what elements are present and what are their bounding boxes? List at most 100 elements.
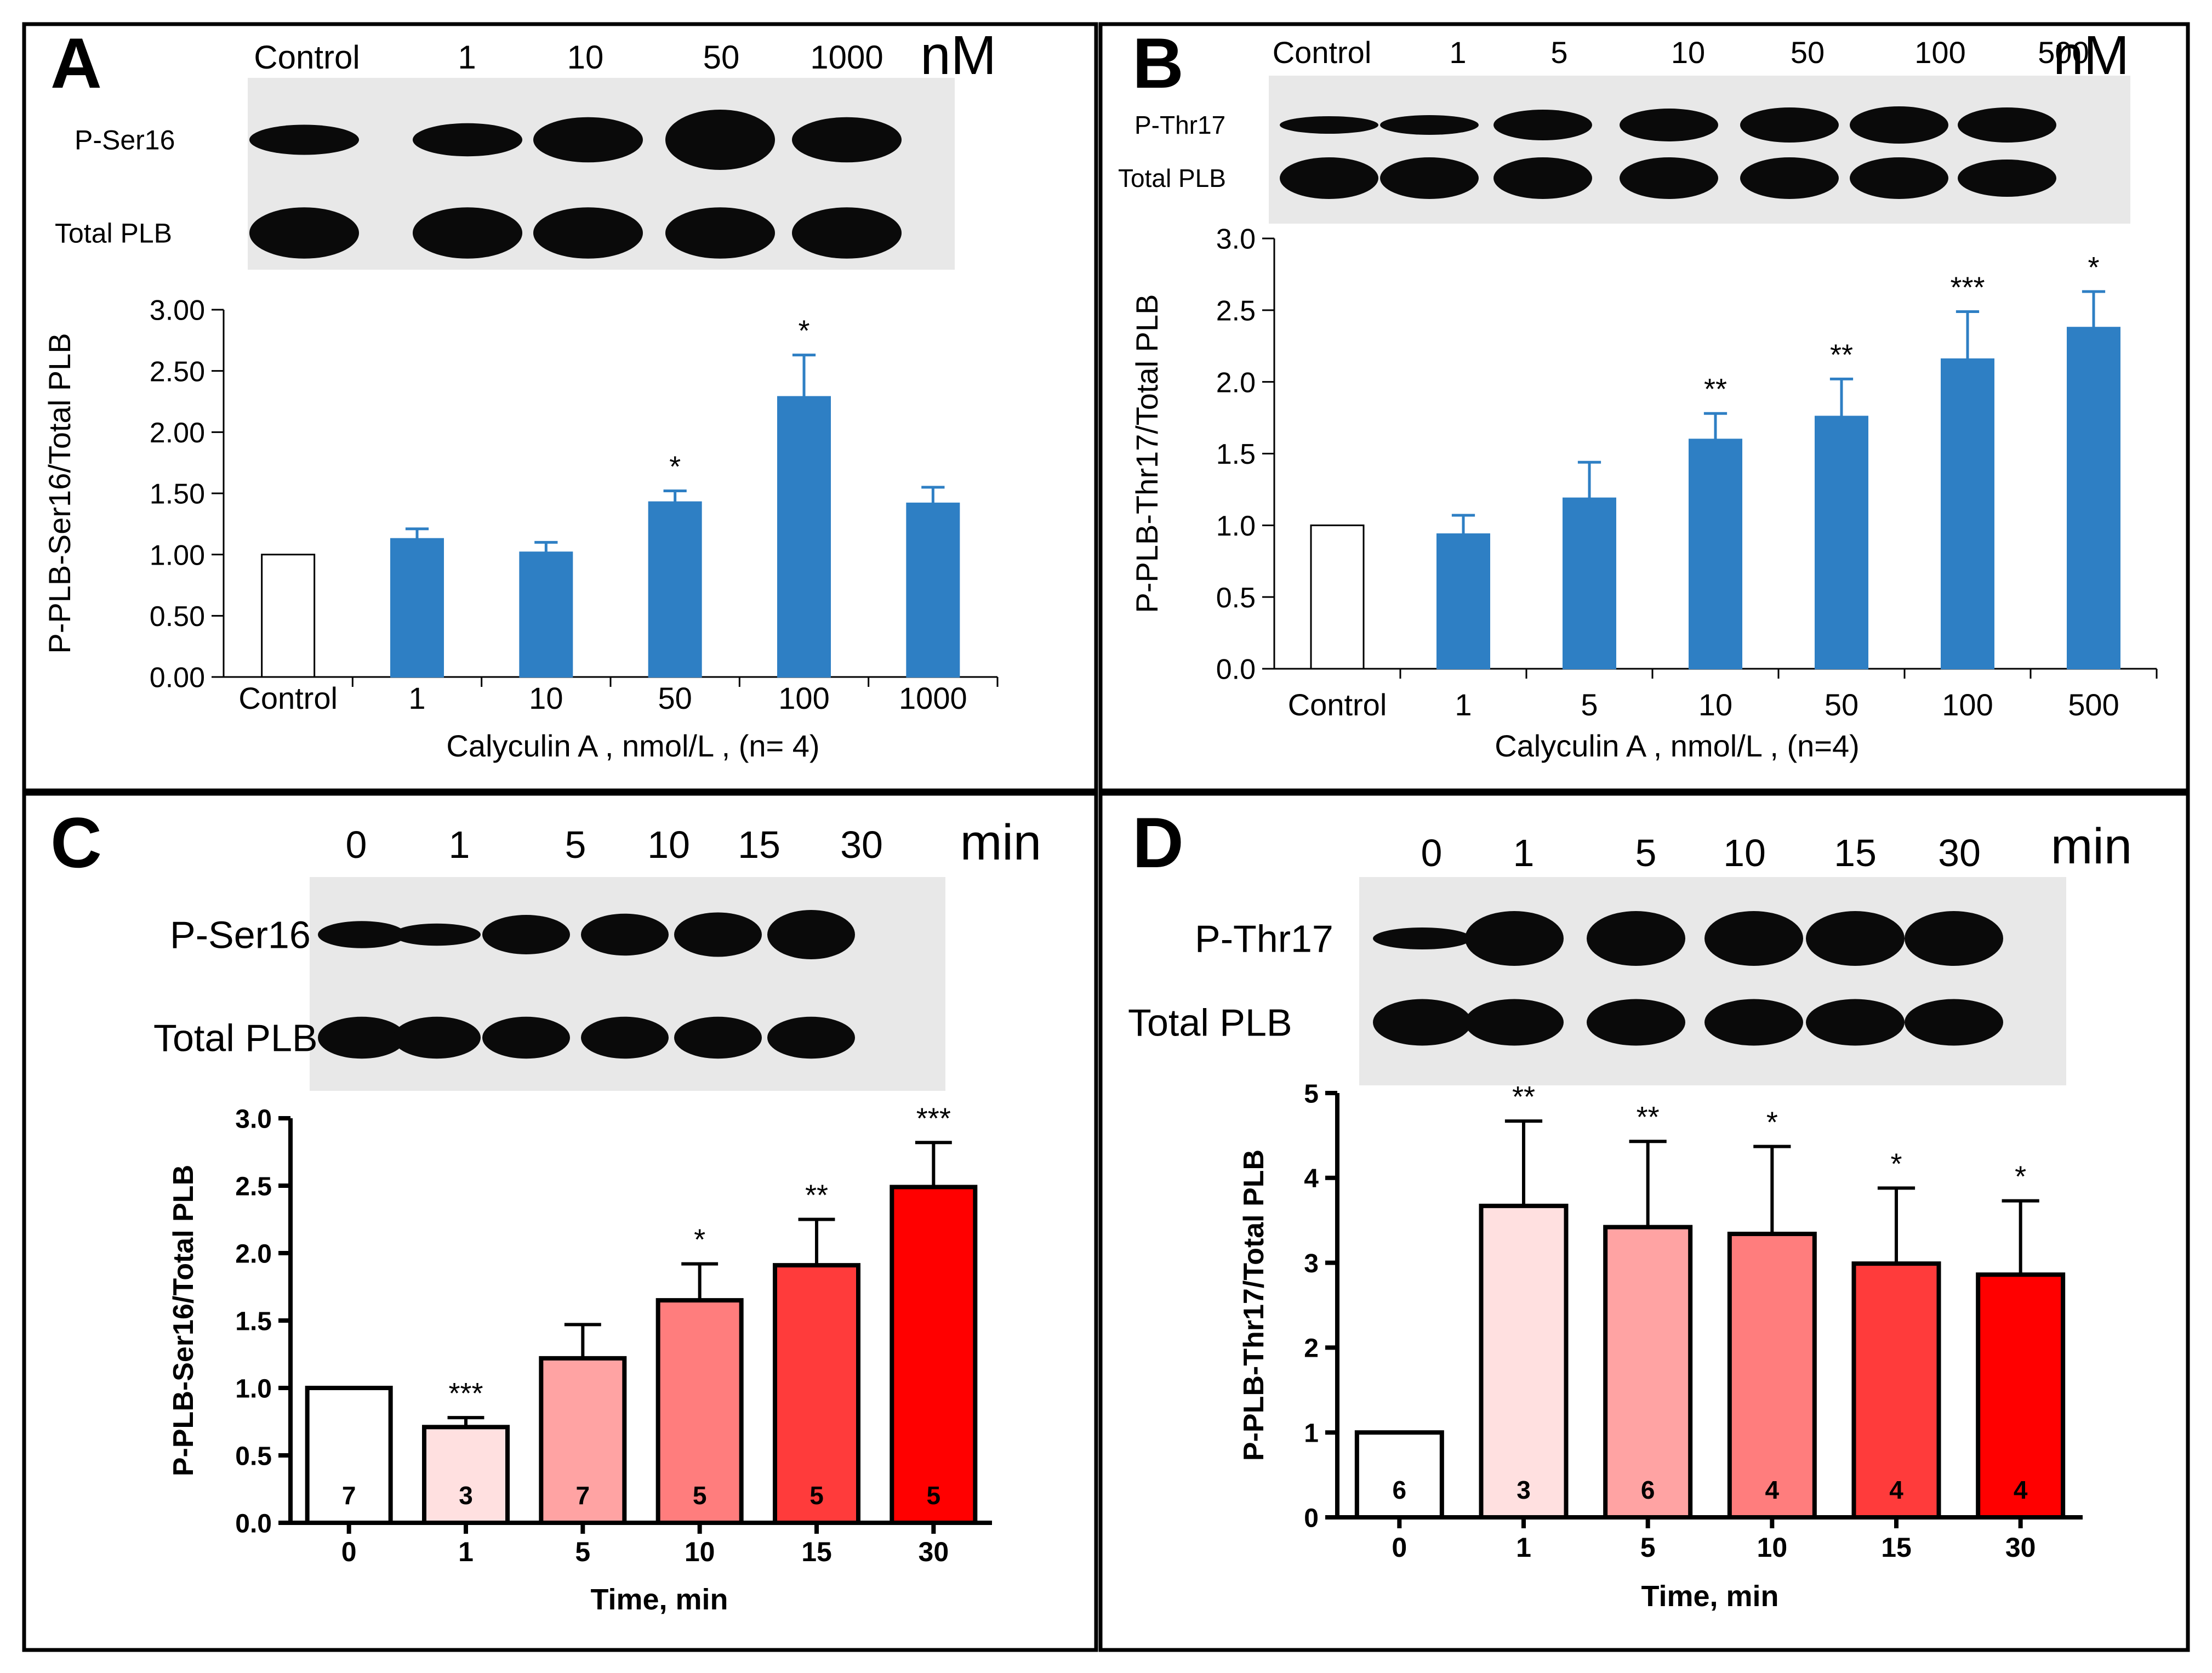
- blot-band-phospho: [581, 913, 669, 956]
- y-tick-label: 3.00: [150, 295, 205, 327]
- blot-band-total: [665, 207, 775, 259]
- bar: [1310, 524, 1365, 670]
- blot-band-phospho: [1380, 115, 1479, 135]
- blot-band-phospho: [1620, 109, 1718, 141]
- blot-band-total: [1493, 157, 1592, 199]
- y-tick-label: 5: [1304, 1079, 1319, 1108]
- blot-lane-label: 0: [346, 823, 367, 866]
- blot-band-total: [792, 207, 902, 259]
- y-tick-label: 1.50: [150, 479, 205, 510]
- significance-marker: ***: [1950, 271, 1985, 304]
- bar: [1479, 1203, 1569, 1520]
- blot-lane-label: 10: [567, 39, 604, 76]
- significance-marker: *: [669, 451, 681, 483]
- blot-background: [310, 877, 945, 1091]
- blot-unit-label: nM: [920, 25, 996, 86]
- category-label: 5: [1640, 1532, 1656, 1563]
- blot-background: [1359, 877, 2066, 1085]
- blot-band-phospho: [674, 912, 762, 957]
- blot-band-total: [767, 1016, 855, 1059]
- blot-lane-label: 500: [2038, 35, 2089, 70]
- blot-lane-label: 1: [1513, 832, 1535, 874]
- blot-lane-label: 1: [449, 823, 470, 866]
- blot-lane-label: 10: [1671, 35, 1705, 70]
- bar: [390, 538, 444, 678]
- blot-band-phospho: [665, 110, 775, 170]
- sample-size-label: 4: [1889, 1476, 1903, 1504]
- bar: [261, 554, 316, 678]
- significance-marker: *: [1890, 1147, 1902, 1180]
- blot-band-phospho: [767, 910, 855, 959]
- sample-size-label: 4: [1765, 1476, 1780, 1504]
- category-label: 1: [1455, 687, 1472, 722]
- blot-band-phospho: [1280, 116, 1378, 134]
- category-label: 10: [529, 681, 563, 715]
- x-axis-title: Calyculin A , nmol/L , (n= 4): [446, 729, 819, 763]
- bar: [1436, 533, 1490, 669]
- blot-band-total: [1806, 999, 1905, 1046]
- blot-band-phospho: [393, 923, 481, 946]
- blot-row-label-total: Total PLB: [153, 1017, 318, 1060]
- y-tick-label: 0: [1304, 1504, 1319, 1533]
- blot-lane-label: Control: [254, 39, 360, 76]
- category-label: 1: [1516, 1532, 1531, 1563]
- y-tick-label: 2.5: [1216, 295, 1256, 327]
- blot-band-total: [1958, 160, 2056, 197]
- bar: [906, 502, 960, 678]
- category-label: 0: [341, 1537, 357, 1567]
- y-axis-title: P-PLB-Thr17/Total PLB: [1238, 1150, 1270, 1461]
- sample-size-label: 6: [1641, 1476, 1655, 1504]
- bar: [655, 1298, 744, 1526]
- panel-letter-d: D: [1132, 803, 1184, 883]
- blot-band-phospho: [533, 117, 643, 163]
- category-label: 5: [1581, 687, 1598, 722]
- blot-lane-label: 5: [1550, 35, 1567, 70]
- blot-row-label-phospho: P-Ser16: [75, 125, 175, 156]
- category-label: 50: [658, 681, 692, 715]
- category-label: 100: [1942, 687, 1993, 722]
- bar: [539, 1356, 627, 1525]
- sample-size-label: 6: [1393, 1476, 1407, 1504]
- bar: [1563, 497, 1616, 669]
- blot-band-phospho: [318, 921, 406, 948]
- category-label: 100: [778, 681, 829, 715]
- y-tick-label: 0.5: [235, 1442, 272, 1471]
- blot-band-phospho: [1740, 107, 1839, 143]
- blot-band-phospho: [1905, 911, 2003, 966]
- category-label: 1: [458, 1537, 474, 1567]
- significance-marker: *: [798, 315, 809, 348]
- blot-band-total: [1587, 999, 1685, 1046]
- sample-size-label: 5: [927, 1481, 941, 1510]
- blot-row-label-total: Total PLB: [55, 218, 172, 249]
- category-label: 10: [1698, 687, 1732, 722]
- blot-band-phospho: [1850, 106, 1948, 144]
- y-axis-title: P-PLB-Ser16/Total PLB: [168, 1165, 199, 1476]
- bar: [890, 1185, 978, 1525]
- blot-lane-label: 50: [703, 39, 740, 76]
- blot-band-total: [1465, 999, 1564, 1046]
- blot-band-phospho: [249, 124, 359, 155]
- blot-row-label-total: Total PLB: [1118, 164, 1226, 192]
- x-axis-title: Calyculin A , nmol/L , (n=4): [1495, 729, 1860, 763]
- significance-marker: **: [805, 1179, 828, 1212]
- blot-band-total: [1373, 999, 1472, 1046]
- category-label: 1000: [899, 681, 967, 715]
- bar: [648, 501, 702, 678]
- blot-lane-label: 1000: [810, 39, 883, 76]
- blot-band-total: [1905, 999, 2003, 1046]
- bar: [1976, 1272, 2066, 1520]
- category-label: 30: [919, 1537, 949, 1567]
- panel-letter-b: B: [1132, 23, 1184, 103]
- y-tick-label: 1.00: [150, 539, 205, 571]
- bar: [1727, 1231, 1817, 1520]
- blot-band-total: [482, 1016, 570, 1059]
- blot-band-total: [1620, 157, 1718, 199]
- blot-unit-label: min: [2051, 818, 2132, 874]
- category-label: 10: [1757, 1532, 1788, 1563]
- x-axis-title: Time, min: [1641, 1580, 1778, 1613]
- y-tick-label: 1.5: [235, 1307, 272, 1336]
- y-tick-label: 0.50: [150, 601, 205, 633]
- y-tick-label: 2.5: [235, 1172, 272, 1201]
